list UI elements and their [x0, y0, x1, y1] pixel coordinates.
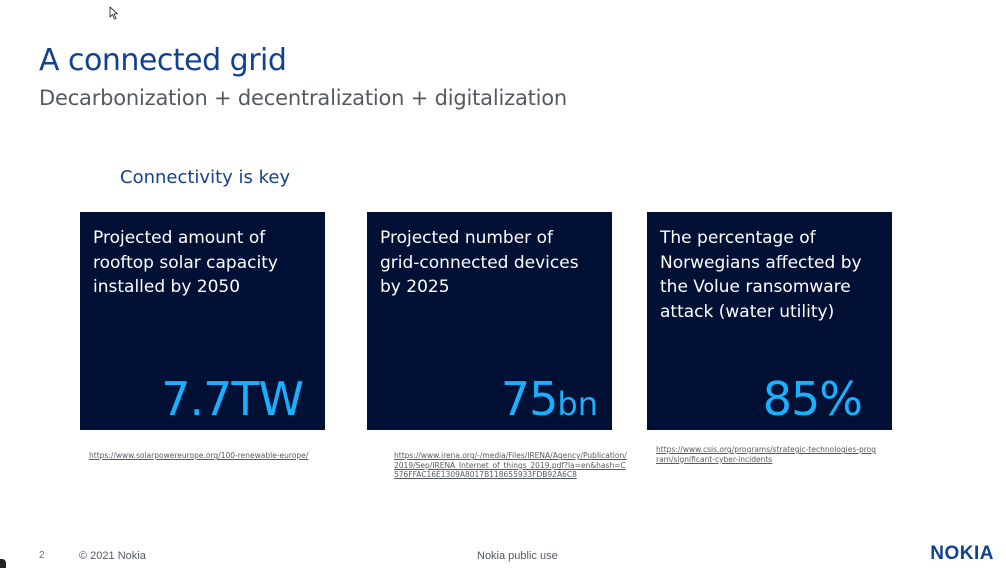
stat-card-ransomware: The percentage of Norwegians affected by… — [647, 212, 892, 430]
section-heading: Connectivity is key — [120, 167, 291, 188]
source-link-solar[interactable]: https://www.solarpowereurope.org/100-ren… — [89, 451, 309, 460]
source-link-irena[interactable]: https://www.irena.org/-/media/Files/IREN… — [394, 451, 627, 479]
stat-card-value-unit: bn — [557, 385, 598, 423]
stat-card-description: Projected amount of rooftop solar capaci… — [93, 228, 278, 297]
stat-card-description: The percentage of Norwegians affected by… — [660, 228, 862, 322]
stat-card-value-number: 7.7TW — [161, 372, 304, 426]
page-number: 2 — [39, 550, 45, 561]
corner-mark — [0, 559, 6, 568]
slide-title: A connected grid — [39, 43, 287, 78]
nokia-logo: NOKIA — [930, 543, 994, 564]
stat-card-value-number: 75 — [500, 372, 559, 426]
copyright-text: © 2021 Nokia — [79, 550, 146, 562]
stat-card-value-number: 85% — [762, 372, 863, 426]
stat-card-description: Projected number of grid-connected devic… — [380, 228, 579, 297]
classification-label: Nokia public use — [477, 550, 558, 562]
stat-card-value: 75bn — [501, 376, 598, 422]
source-link-csis[interactable]: https://www.csis.org/programs/strategic-… — [656, 445, 876, 464]
stat-card-solar: Projected amount of rooftop solar capaci… — [80, 212, 325, 430]
stat-card-value: 85% — [763, 376, 863, 422]
stat-card-devices: Projected number of grid-connected devic… — [367, 212, 612, 430]
stat-card-value: 7.7TW — [161, 376, 304, 422]
mouse-pointer-icon — [109, 6, 118, 20]
slide-subtitle: Decarbonization + decentralization + dig… — [39, 86, 568, 110]
